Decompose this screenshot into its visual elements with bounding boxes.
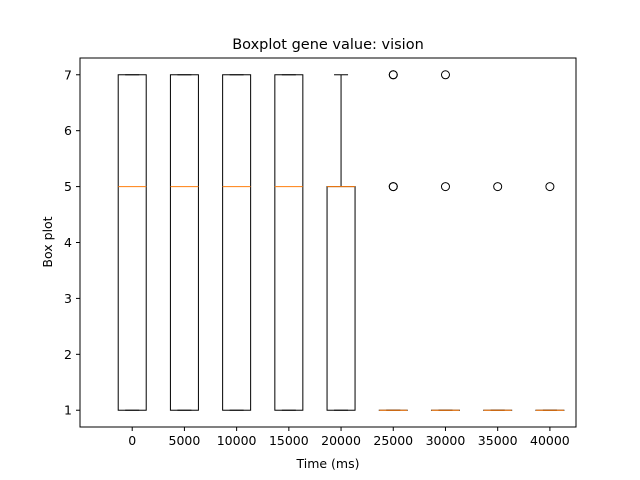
box-group bbox=[117, 74, 147, 411]
box-group bbox=[378, 70, 408, 411]
chart-title: Boxplot gene value: vision bbox=[232, 37, 424, 53]
plot-area-frame bbox=[79, 57, 577, 428]
box-group bbox=[274, 74, 304, 411]
box-group bbox=[483, 182, 513, 411]
x-tick-label: 35000 bbox=[478, 433, 518, 448]
y-axis-label: Box plot bbox=[40, 216, 55, 267]
flier-point bbox=[388, 70, 398, 80]
box-group bbox=[535, 182, 565, 411]
box bbox=[117, 74, 147, 411]
flier-point bbox=[493, 182, 503, 192]
box-group bbox=[326, 74, 356, 411]
y-tick-label: 6 bbox=[64, 123, 72, 138]
x-tick-label: 10000 bbox=[217, 433, 257, 448]
x-tick-label: 25000 bbox=[373, 433, 413, 448]
y-tick-label: 1 bbox=[64, 403, 72, 418]
flier-point bbox=[388, 182, 398, 192]
flier-point bbox=[440, 182, 450, 192]
plot-marks bbox=[117, 70, 565, 411]
x-tick-label: 20000 bbox=[321, 433, 361, 448]
x-tick-label: 30000 bbox=[426, 433, 466, 448]
flier-point bbox=[440, 70, 450, 80]
box bbox=[222, 74, 252, 411]
y-tick-label: 4 bbox=[64, 235, 72, 250]
x-tick-label: 40000 bbox=[530, 433, 570, 448]
x-tick-label: 15000 bbox=[269, 433, 309, 448]
x-axis-ticks: 0 5000 10000 15000 20000 25000 30000 35000 40000 bbox=[128, 427, 570, 448]
y-tick-label: 7 bbox=[64, 67, 72, 82]
x-axis-label: Time (ms) bbox=[295, 456, 359, 471]
box-group bbox=[222, 74, 252, 411]
y-axis-ticks: 1 2 3 4 5 6 7 bbox=[64, 67, 80, 418]
box bbox=[274, 74, 304, 411]
x-tick-label: 0 bbox=[128, 433, 136, 448]
y-tick-label: 5 bbox=[64, 179, 72, 194]
box-group bbox=[430, 70, 460, 411]
box-group bbox=[169, 74, 199, 411]
box bbox=[169, 74, 199, 411]
x-tick-label: 5000 bbox=[169, 433, 201, 448]
flier-point bbox=[545, 182, 555, 192]
y-tick-label: 2 bbox=[64, 347, 72, 362]
y-tick-label: 3 bbox=[64, 291, 72, 306]
